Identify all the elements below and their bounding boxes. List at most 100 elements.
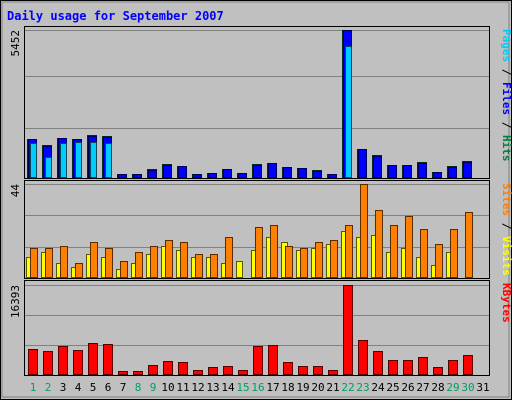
bar-kbytes-day-28 xyxy=(433,367,443,375)
legend-entry: / xyxy=(500,216,512,236)
bar-files-day-7 xyxy=(118,174,127,178)
chart-panels: 5452 Pages / Files / Hits 44 Sites / Visits… xyxy=(9,26,512,376)
panel-pages-files-hits: 5452 Pages / Files / Hits xyxy=(9,26,512,179)
bar-sites-day-27 xyxy=(420,229,428,278)
y-max-label: 16393 xyxy=(9,285,22,318)
series-pages xyxy=(30,46,352,178)
bar-sites-day-14 xyxy=(225,237,233,278)
bar-sites-day-7 xyxy=(120,261,128,278)
bar-kbytes-day-8 xyxy=(133,371,143,375)
bar-kbytes-day-13 xyxy=(208,367,218,375)
chart-title: Daily usage for September 2007 xyxy=(7,9,224,23)
bar-sites-day-18 xyxy=(285,246,293,278)
bar-kbytes-day-7 xyxy=(118,371,128,375)
bar-kbytes-day-18 xyxy=(283,362,293,375)
bar-pages-day-2 xyxy=(45,157,52,178)
bar-pages-day-1 xyxy=(30,143,37,178)
bar-kbytes-day-30 xyxy=(463,355,473,375)
legend: KBytes xyxy=(500,283,512,323)
legend-entry: Files xyxy=(500,82,512,115)
bar-kbytes-day-27 xyxy=(418,357,428,375)
bar-sites-day-19 xyxy=(300,248,308,278)
x-tick-label: 16 xyxy=(251,381,264,394)
bar-kbytes-day-12 xyxy=(193,370,203,375)
x-tick-label: 21 xyxy=(326,381,339,394)
bar-files-day-24 xyxy=(373,156,382,178)
series-sites xyxy=(30,184,473,278)
bar-kbytes-day-11 xyxy=(178,362,188,375)
bar-pages-day-3 xyxy=(60,143,67,178)
bar-kbytes-day-19 xyxy=(298,366,308,375)
x-tick-label: 1 xyxy=(30,381,37,394)
bar-sites-day-25 xyxy=(390,225,398,278)
x-tick-label: 5 xyxy=(90,381,97,394)
bar-kbytes-day-21 xyxy=(328,370,338,375)
bar-sites-day-20 xyxy=(315,242,323,278)
bar-files-day-18 xyxy=(283,167,292,178)
x-tick-label: 15 xyxy=(236,381,249,394)
bar-sites-day-24 xyxy=(375,210,383,278)
bar-files-day-10 xyxy=(163,165,172,178)
x-tick-label: 14 xyxy=(221,381,235,394)
x-tick-label: 25 xyxy=(386,381,399,394)
bar-kbytes-day-20 xyxy=(313,366,323,375)
panel-kbytes: 16393 KBytes xyxy=(9,280,512,376)
bar-kbytes-day-10 xyxy=(163,361,173,375)
bar-sites-day-10 xyxy=(165,240,173,278)
bar-visits-day-15 xyxy=(236,261,243,278)
bar-kbytes-day-5 xyxy=(88,343,98,375)
bar-sites-day-1 xyxy=(30,248,38,278)
legend: Sites / Visits xyxy=(500,183,512,276)
legend: Pages / Files / Hits xyxy=(500,29,512,162)
x-tick-label: 27 xyxy=(416,381,429,394)
x-tick-label: 6 xyxy=(105,381,112,394)
bar-files-day-9 xyxy=(148,170,157,178)
x-tick-label: 22 xyxy=(341,381,354,394)
bar-kbytes-day-3 xyxy=(58,346,68,375)
x-tick-label: 9 xyxy=(150,381,157,394)
bar-sites-day-29 xyxy=(450,229,458,278)
x-tick-label: 30 xyxy=(461,381,474,394)
bar-files-day-11 xyxy=(178,166,187,178)
series-kbytes xyxy=(28,285,473,375)
bar-files-day-21 xyxy=(328,174,337,178)
bar-files-day-15 xyxy=(238,173,247,178)
bar-kbytes-day-4 xyxy=(73,350,83,375)
bar-pages-day-5 xyxy=(90,142,97,178)
bar-files-day-20 xyxy=(313,171,322,178)
x-tick-label: 29 xyxy=(446,381,459,394)
bar-sites-day-26 xyxy=(405,216,413,278)
bar-kbytes-day-16 xyxy=(253,346,263,375)
bar-kbytes-day-24 xyxy=(373,351,383,375)
bar-kbytes-day-17 xyxy=(268,345,278,375)
x-tick-label: 12 xyxy=(191,381,204,394)
bar-kbytes-day-2 xyxy=(43,351,53,375)
legend-entry: Sites xyxy=(500,183,512,216)
x-tick-label: 7 xyxy=(120,381,127,394)
bar-kbytes-day-23 xyxy=(358,340,368,375)
bar-files-day-25 xyxy=(388,165,397,178)
bar-pages-day-22 xyxy=(345,46,352,178)
bar-files-day-30 xyxy=(463,162,472,178)
bar-sites-day-11 xyxy=(180,242,188,278)
bar-files-day-13 xyxy=(208,173,217,178)
x-axis-day-labels: 1 2 3 4 5 6 7 8 9 10 11 12 13 14 15 16 17 18 19 20 21 22 23 24 2… xyxy=(30,381,490,394)
x-tick-label: 18 xyxy=(281,381,294,394)
bar-sites-day-21 xyxy=(330,240,338,278)
x-tick-label: 20 xyxy=(311,381,324,394)
bar-files-day-14 xyxy=(223,169,232,178)
legend-entry: Visits xyxy=(500,236,512,276)
bar-sites-day-16 xyxy=(255,227,263,278)
x-tick-label: 26 xyxy=(401,381,414,394)
bar-files-day-27 xyxy=(418,163,427,178)
bar-kbytes-day-6 xyxy=(103,344,113,375)
bar-pages-day-4 xyxy=(75,142,82,178)
bar-sites-day-23 xyxy=(360,184,368,278)
panel-visits-sites: 44 Sites / Visits xyxy=(9,180,512,279)
bar-files-day-17 xyxy=(268,163,277,178)
bar-sites-day-22 xyxy=(345,225,353,278)
bar-sites-day-8 xyxy=(135,252,143,278)
bar-files-day-19 xyxy=(298,168,307,178)
bar-kbytes-day-26 xyxy=(403,360,413,375)
